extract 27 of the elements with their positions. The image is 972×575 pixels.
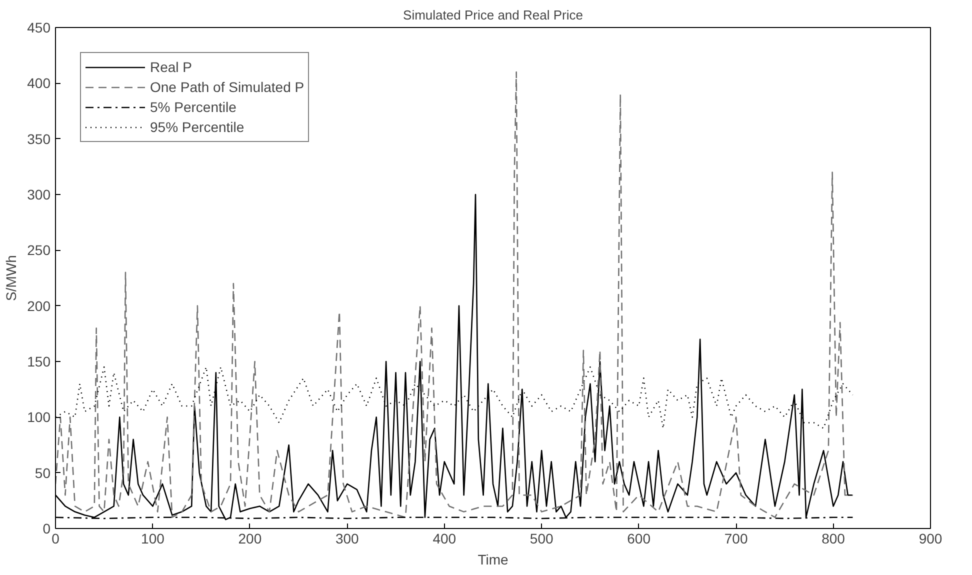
x-tick-label: 800 [822, 530, 846, 546]
y-tick-label: 200 [27, 298, 51, 314]
legend-label: 5% Percentile [150, 99, 236, 115]
y-tick-label: 150 [27, 354, 51, 370]
x-tick-label: 100 [141, 530, 165, 546]
x-tick-label: 400 [432, 530, 456, 546]
y-tick-label: 400 [27, 75, 51, 92]
y-tick-label: 250 [27, 242, 51, 258]
x-tick-label: 700 [724, 530, 748, 546]
x-tick-label: 300 [335, 530, 360, 546]
x-tick-label: 600 [627, 530, 651, 546]
x-tick-label: 900 [918, 530, 942, 546]
chart-title: Simulated Price and Real Price [403, 8, 583, 22]
legend-label: Real P [150, 59, 192, 75]
y-tick-label: 0 [42, 520, 51, 536]
y-axis-title: S/MWh [3, 255, 20, 301]
x-tick-label: 500 [530, 530, 554, 546]
y-tick-label: 300 [27, 186, 51, 202]
y-tick-label: 350 [27, 130, 51, 147]
legend-label: One Path of Simulated P [150, 79, 304, 95]
x-axis-title: Time [478, 552, 509, 568]
y-tick-label: 450 [27, 20, 51, 36]
legend-label: 95% Percentile [150, 119, 244, 135]
line-series [56, 71, 854, 518]
y-tick-label: 100 [27, 409, 51, 426]
y-tick-label: 50 [34, 464, 51, 481]
x-tick-label: 200 [238, 530, 262, 546]
